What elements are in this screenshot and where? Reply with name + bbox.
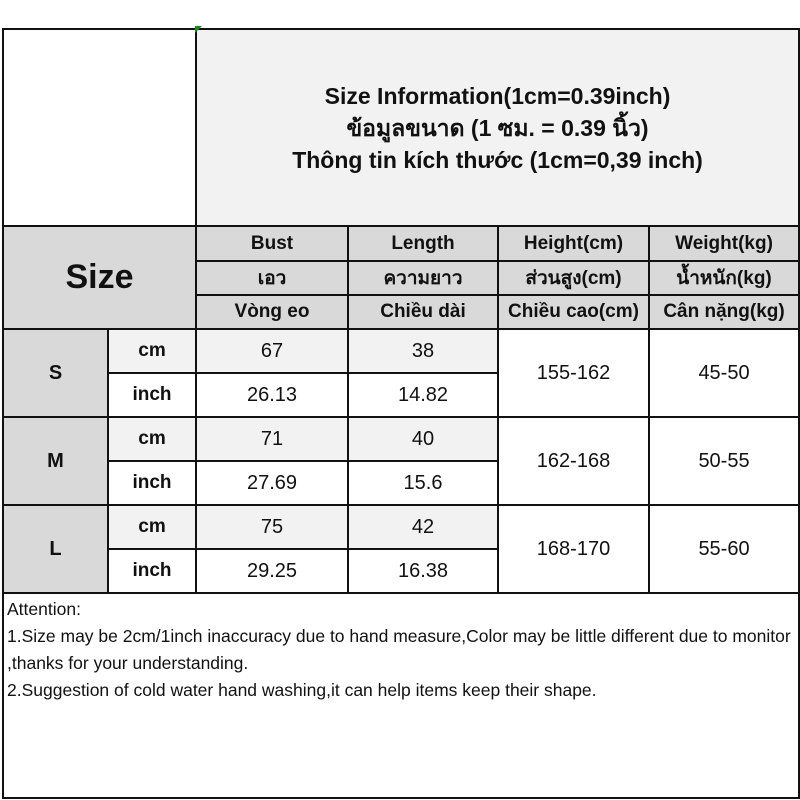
height-range: 162-168 [497,416,650,506]
bust-cm: 75 [195,504,349,550]
bust-cm: 67 [195,328,349,374]
length-cm: 40 [347,416,499,462]
attention-note-2: 2.Suggestion of cold water hand washing,… [7,680,597,700]
col-header-length: Length [347,225,499,262]
unit-cm: cm [107,504,197,550]
col-header-length-th: ความยาว [347,260,499,296]
length-cm: 42 [347,504,499,550]
title-thai: ข้อมูลขนาด (1 ซม. = 0.39 นิ้ว) [346,114,649,141]
weight-range: 55-60 [647,504,800,594]
size-l: L [2,504,109,594]
col-header-weight-vi: Cân nặng(kg) [647,294,800,330]
col-header-bust: Bust [195,225,349,262]
attention-notes: Attention: 1.Size may be 2cm/1inch inacc… [1,592,800,799]
col-header-length-vi: Chiều dài [347,294,499,330]
bust-inch: 26.13 [195,372,349,418]
col-header-bust-vi: Vòng eo [195,294,349,330]
title-vietnamese: Thông tin kích thước (1cm=0,39 inch) [292,146,703,173]
height-range: 155-162 [497,328,650,418]
product-photo [2,28,197,227]
unit-cm: cm [107,328,197,374]
col-header-height: Height(cm) [497,225,650,262]
unit-inch: inch [107,460,197,506]
bust-cm: 71 [195,416,349,462]
cell-corner-marker [195,26,202,33]
bust-inch: 29.25 [195,548,349,594]
weight-range: 50-55 [647,416,800,506]
attention-note-1: 1.Size may be 2cm/1inch inaccuracy due t… [7,626,791,673]
size-chart-table: Size Information(1cm=0.39inch) ข้อมูลขนา… [1,28,800,799]
weight-range: 45-50 [647,328,800,418]
col-header-height-vi: Chiều cao(cm) [497,294,650,330]
length-inch: 15.6 [347,460,499,506]
height-range: 168-170 [497,504,650,594]
col-header-height-th: ส่วนสูง(cm) [497,260,650,296]
col-header-weight: Weight(kg) [647,225,800,262]
attention-heading: Attention: [7,599,81,619]
length-inch: 16.38 [347,548,499,594]
col-header-bust-th: เอว [195,260,349,296]
title-english: Size Information(1cm=0.39inch) [324,82,671,109]
unit-cm: cm [107,416,197,462]
unit-inch: inch [107,372,197,418]
size-s: S [2,328,109,418]
bust-inch: 27.69 [195,460,349,506]
length-inch: 14.82 [347,372,499,418]
unit-inch: inch [107,548,197,594]
size-info-title: Size Information(1cm=0.39inch) ข้อมูลขนา… [194,28,800,227]
size-m: M [2,416,109,506]
size-header: Size [2,225,197,330]
col-header-weight-th: น้ำหนัก(kg) [647,260,800,296]
length-cm: 38 [347,328,499,374]
